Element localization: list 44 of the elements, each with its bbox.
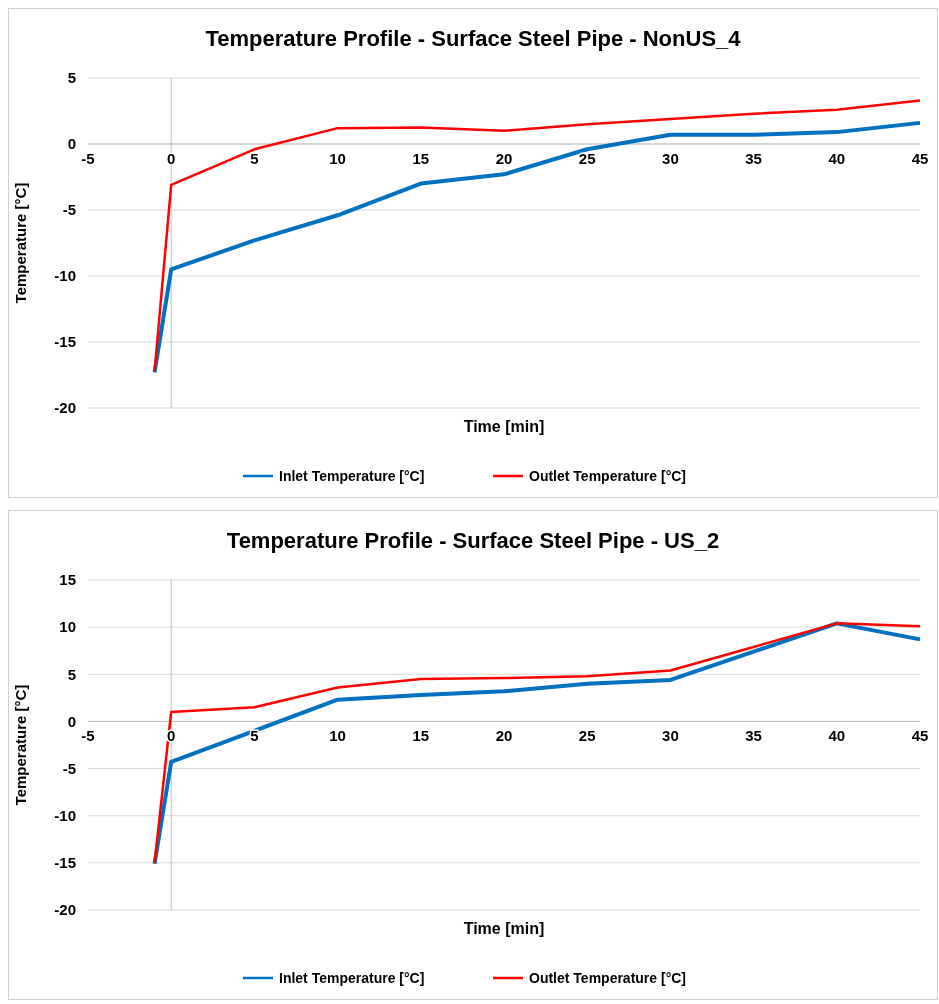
x-tick-label: 10 xyxy=(329,150,346,167)
chart-title: Temperature Profile - Surface Steel Pipe - US_2 xyxy=(226,528,720,553)
x-tick-label: 30 xyxy=(662,727,679,745)
x-tick-label: 35 xyxy=(745,150,762,167)
y-tick-label: 5 xyxy=(67,665,76,683)
x-tick-label: 40 xyxy=(828,150,846,167)
x-tick-label: 20 xyxy=(495,150,513,167)
y-tick-label: 10 xyxy=(59,618,76,636)
x-tick-label: 10 xyxy=(329,727,346,745)
y-axis-title: Temperature [°C] xyxy=(12,684,29,806)
y-tick-label: 5 xyxy=(67,69,76,87)
x-tick-label: 0 xyxy=(167,150,176,167)
y-tick-label: -10 xyxy=(54,806,76,824)
x-tick-label: -5 xyxy=(81,727,95,745)
legend-label: Inlet Temperature [°C] xyxy=(279,969,425,986)
x-tick-label: 25 xyxy=(578,150,596,167)
x-tick-label: 30 xyxy=(662,150,679,167)
legend-label: Outlet Temperature [°C] xyxy=(529,467,687,484)
x-tick-label: -5 xyxy=(81,150,95,167)
x-tick-label: 15 xyxy=(412,727,430,745)
x-axis-title: Time [min] xyxy=(463,920,545,937)
chart-title: Temperature Profile - Surface Steel Pipe - NonUS_4 xyxy=(205,26,742,51)
x-tick-label: 45 xyxy=(911,150,929,167)
y-tick-label: 0 xyxy=(67,135,76,153)
legend-label: Inlet Temperature [°C] xyxy=(279,467,425,484)
y-tick-label: -20 xyxy=(54,901,76,919)
x-tick-label: 20 xyxy=(495,727,513,745)
x-tick-label: 40 xyxy=(828,727,846,745)
x-tick-label: 45 xyxy=(911,727,929,745)
y-tick-label: 15 xyxy=(59,571,76,589)
y-tick-label: -5 xyxy=(62,201,76,219)
y-tick-label: -15 xyxy=(54,854,76,872)
y-tick-label: 0 xyxy=(67,712,76,730)
x-tick-label: 5 xyxy=(250,150,259,167)
y-tick-label: -20 xyxy=(54,399,76,417)
y-tick-label: -5 xyxy=(62,759,76,777)
x-axis-title: Time [min] xyxy=(463,418,545,435)
x-tick-label: 25 xyxy=(578,727,596,745)
x-tick-label: 35 xyxy=(745,727,762,745)
y-axis-title: Temperature [°C] xyxy=(12,182,29,304)
y-tick-label: -15 xyxy=(54,333,76,351)
legend-label: Outlet Temperature [°C] xyxy=(529,969,687,986)
y-tick-label: -10 xyxy=(54,267,76,285)
x-tick-label: 15 xyxy=(412,150,430,167)
